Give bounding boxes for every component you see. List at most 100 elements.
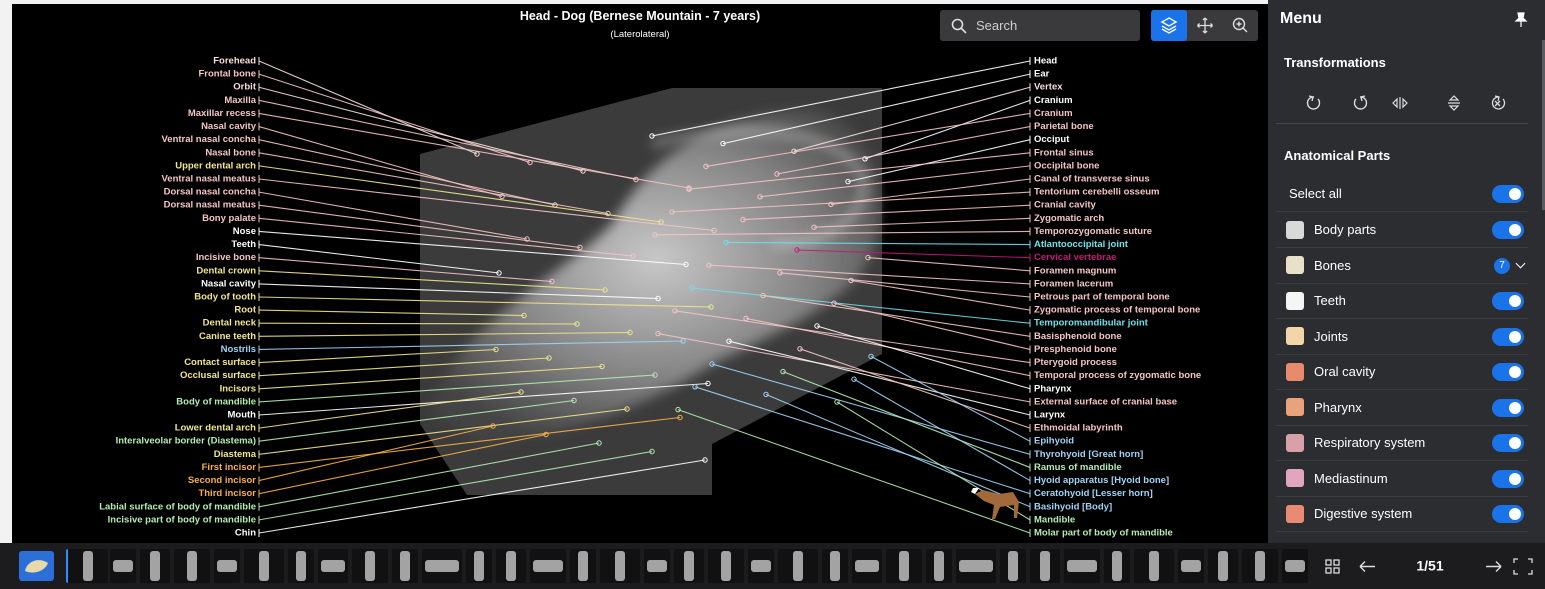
anatomy-label[interactable]: Vertex xyxy=(1034,82,1063,93)
thumbnail[interactable] xyxy=(1030,549,1060,583)
thumbnail[interactable] xyxy=(956,549,996,583)
menu-item-toggle[interactable] xyxy=(1492,363,1524,381)
anatomy-label[interactable]: Occipital bone xyxy=(1034,160,1099,171)
zoom-button[interactable] xyxy=(1222,10,1258,41)
thumbnail[interactable] xyxy=(466,549,492,583)
thumbnail[interactable] xyxy=(1208,549,1238,583)
grid-button[interactable] xyxy=(1326,560,1339,573)
reset[interactable] xyxy=(1493,96,1505,109)
thumbnail[interactable] xyxy=(1242,549,1278,583)
thumbnail[interactable] xyxy=(852,549,882,583)
thumbnail[interactable] xyxy=(244,549,284,583)
fullscreen-button[interactable] xyxy=(1514,559,1532,574)
thumbnail[interactable] xyxy=(708,549,744,583)
anatomy-label[interactable]: Diastema xyxy=(214,449,257,460)
anatomy-label[interactable]: Labial surface of body of mandible xyxy=(99,501,256,512)
thumbnail[interactable] xyxy=(110,549,136,583)
anatomy-label[interactable]: Maxillar recess xyxy=(188,108,256,119)
anatomy-label[interactable]: Orbit xyxy=(233,82,257,93)
anatomy-label[interactable]: Petrous part of temporal bone xyxy=(1034,292,1170,303)
anatomy-label[interactable]: Second incisor xyxy=(188,475,256,486)
anatomy-label[interactable]: Ear xyxy=(1034,69,1050,80)
anatomy-label[interactable]: Hyoid apparatus [Hyoid bone] xyxy=(1034,475,1169,486)
anatomy-label[interactable]: Maxilla xyxy=(224,95,256,106)
thumbnail[interactable] xyxy=(926,549,952,583)
anatomy-label[interactable]: Dorsal nasal concha xyxy=(164,187,257,198)
thumbnail[interactable] xyxy=(174,549,210,583)
anatomy-label[interactable]: Forehead xyxy=(213,56,256,67)
thumbnail[interactable] xyxy=(886,549,922,583)
anatomy-label[interactable]: Cervical vertebrae xyxy=(1034,252,1116,263)
anatomy-label[interactable]: Frontal sinus xyxy=(1034,147,1094,158)
anatomy-label[interactable]: Dental crown xyxy=(196,265,256,276)
anatomy-label[interactable]: Upper dental arch xyxy=(175,160,256,171)
anatomy-label[interactable]: Occlusal surface xyxy=(180,370,256,381)
anatomy-label[interactable]: Ventral nasal concha xyxy=(161,134,256,145)
anatomy-label[interactable]: Teeth xyxy=(231,239,256,250)
anatomy-label[interactable]: Parietal bone xyxy=(1034,121,1094,132)
next-button[interactable] xyxy=(1486,562,1501,572)
thumbnail[interactable] xyxy=(778,549,818,583)
anatomy-label[interactable]: Dental neck xyxy=(203,318,257,329)
anatomy-label[interactable]: Mandible xyxy=(1034,514,1075,525)
anatomy-label[interactable]: Cranium xyxy=(1034,108,1073,119)
menu-item-toggle[interactable] xyxy=(1492,328,1524,346)
anatomy-label[interactable]: Occiput xyxy=(1034,134,1070,145)
flip-vertical[interactable] xyxy=(1448,96,1460,110)
thumbnail[interactable] xyxy=(1000,549,1026,583)
thumbnail[interactable] xyxy=(1104,549,1130,583)
anatomy-label[interactable]: Zygomatic process of temporal bone xyxy=(1034,305,1200,316)
menu-item-toggle[interactable] xyxy=(1492,292,1524,310)
anatomy-label[interactable]: Pterygoid process xyxy=(1034,357,1117,368)
anatomy-label[interactable]: External surface of cranial base xyxy=(1034,396,1177,407)
layers-button[interactable] xyxy=(1151,10,1187,41)
rotate-right[interactable] xyxy=(1354,96,1366,109)
anatomy-label[interactable]: Frontal bone xyxy=(198,69,256,80)
anatomy-label[interactable]: Head xyxy=(1034,56,1057,67)
thumbnail[interactable] xyxy=(140,549,170,583)
rotate-left[interactable] xyxy=(1308,96,1320,109)
anatomy-label[interactable]: Ventral nasal meatus xyxy=(161,174,256,185)
anatomy-label[interactable]: Ethmoidal labyrinth xyxy=(1034,423,1123,434)
anatomy-label[interactable]: Cranium xyxy=(1034,95,1073,106)
anatomy-label[interactable]: Root xyxy=(234,305,256,316)
anatomy-label[interactable]: Basihyoid [Body] xyxy=(1034,501,1112,512)
thumbnail[interactable] xyxy=(644,549,670,583)
anatomy-label[interactable]: Body of mandible xyxy=(176,396,256,407)
thumbnail[interactable] xyxy=(530,549,566,583)
anatomy-label[interactable]: Ceratohyoid [Lesser horn] xyxy=(1034,488,1153,499)
anatomy-label[interactable]: Body of tooth xyxy=(194,292,256,303)
menu-item-toggle[interactable] xyxy=(1492,399,1524,417)
anatomy-label[interactable]: Canine teeth xyxy=(199,331,256,342)
pin-button[interactable] xyxy=(1512,12,1528,28)
move-button[interactable] xyxy=(1187,10,1223,41)
thumbnail[interactable] xyxy=(1282,549,1308,583)
thumbnail[interactable] xyxy=(748,549,774,583)
anatomy-label[interactable]: Atlantooccipital joint xyxy=(1034,239,1129,250)
thumbnail[interactable] xyxy=(1064,549,1100,583)
anatomy-label[interactable]: Nasal cavity xyxy=(201,121,257,132)
thumbnail[interactable] xyxy=(822,549,848,583)
menu-item-toggle[interactable] xyxy=(1492,434,1524,452)
menu-item-toggle[interactable] xyxy=(1492,505,1524,523)
anatomy-label[interactable]: Mouth xyxy=(228,410,257,421)
select-all-toggle[interactable] xyxy=(1492,185,1524,203)
anatomy-label[interactable]: Incisive bone xyxy=(196,252,256,263)
anatomy-label[interactable]: Tentorium cerebelli osseum xyxy=(1034,187,1159,198)
thumbnail[interactable] xyxy=(496,549,526,583)
thumbnail[interactable] xyxy=(318,549,348,583)
thumbnail[interactable] xyxy=(570,549,596,583)
anatomy-label[interactable]: Basisphenoid bone xyxy=(1034,331,1122,342)
search-box[interactable]: Search xyxy=(940,10,1140,41)
menu-item-toggle[interactable] xyxy=(1492,470,1524,488)
thumbnail[interactable] xyxy=(1134,549,1174,583)
anatomy-label[interactable]: Incisors xyxy=(220,383,256,394)
anatomy-label[interactable]: Lower dental arch xyxy=(175,423,256,434)
thumbnail[interactable] xyxy=(422,549,462,583)
anatomy-label[interactable]: Nasal bone xyxy=(205,147,256,158)
prev-button[interactable] xyxy=(1360,562,1375,572)
thumbnail[interactable] xyxy=(1178,549,1204,583)
anatomy-label[interactable]: Foramen magnum xyxy=(1034,265,1116,276)
thumbnail[interactable] xyxy=(66,549,108,583)
anatomy-label[interactable]: Bony palate xyxy=(202,213,256,224)
